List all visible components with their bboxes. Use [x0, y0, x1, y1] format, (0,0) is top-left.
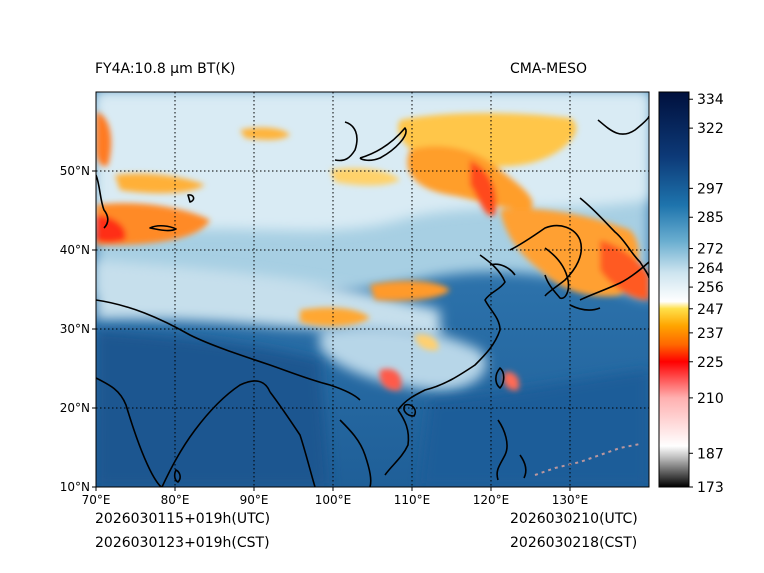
y-tick-label: 50°N: [60, 164, 90, 178]
x-tick-label: 110°E: [394, 493, 431, 507]
colorbar-tick-label: 237: [697, 326, 724, 342]
colorbar-tick-label: 285: [697, 210, 724, 226]
colorbar-gradient: [658, 91, 690, 488]
x-tick-label: 100°E: [315, 493, 352, 507]
colorbar-tick-label: 264: [697, 261, 724, 277]
y-tick-label: 20°N: [60, 401, 90, 415]
colorbar-tick-label: 297: [697, 181, 724, 197]
y-tick-label: 10°N: [60, 480, 90, 494]
colorbar-tick-label: 225: [697, 355, 724, 371]
map-title: FY4A:10.8 µm BT(K): [95, 61, 236, 77]
colorbar-tick-label: 322: [697, 121, 724, 137]
colorbar-tick-label: 173: [697, 480, 724, 496]
graticule: [96, 92, 649, 487]
x-tick-label: 70°E: [82, 493, 111, 507]
y-axis: 10°N 20°N 30°N 40°N 50°N: [60, 164, 96, 494]
valid-time-utc: 2026030210(UTC): [510, 511, 638, 527]
colorbar-tick-label: 247: [697, 302, 724, 318]
map-frame: [95, 91, 650, 488]
brightness-temperature-field: [96, 92, 649, 487]
x-tick-label: 130°E: [552, 493, 589, 507]
x-axis: 70°E 80°E 90°E 100°E 110°E 120°E 130°E: [82, 487, 589, 507]
colorbar: 173 187 210 225 237 247 256 264 272 285 297 322 334: [658, 91, 724, 496]
colorbar-tick-label: 187: [697, 446, 724, 462]
x-tick-label: 120°E: [473, 493, 510, 507]
colorbar-tick-label: 256: [697, 280, 724, 296]
x-tick-label: 90°E: [240, 493, 269, 507]
model-name: CMA-MESO: [510, 61, 588, 77]
valid-time-cst: 2026030218(CST): [510, 535, 638, 551]
init-time-cst: 2026030123+019h(CST): [95, 535, 270, 551]
x-tick-label: 80°E: [161, 493, 190, 507]
colorbar-tick-label: 210: [697, 391, 724, 407]
colorbar-tick-label: 334: [697, 92, 724, 108]
y-tick-label: 40°N: [60, 243, 90, 257]
colorbar-tick-label: 272: [697, 242, 724, 258]
y-tick-label: 30°N: [60, 322, 90, 336]
init-time-utc: 2026030115+019h(UTC): [95, 511, 271, 527]
